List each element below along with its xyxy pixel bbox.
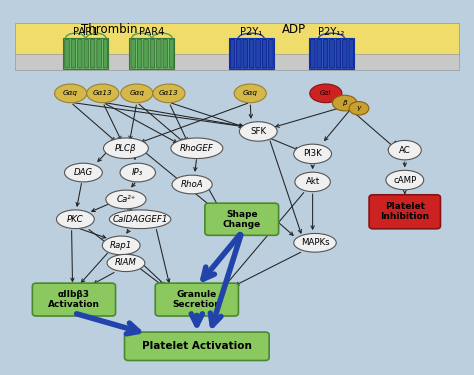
Ellipse shape bbox=[386, 170, 424, 190]
FancyBboxPatch shape bbox=[150, 39, 155, 68]
Text: ADP: ADP bbox=[282, 22, 306, 36]
Text: γ: γ bbox=[357, 105, 361, 111]
FancyBboxPatch shape bbox=[163, 39, 167, 68]
Text: Platelet
Inhibition: Platelet Inhibition bbox=[380, 202, 429, 222]
FancyBboxPatch shape bbox=[323, 39, 328, 68]
Text: Thrombin: Thrombin bbox=[81, 22, 137, 36]
Text: PAR4: PAR4 bbox=[139, 27, 164, 36]
Text: Gαq: Gαq bbox=[63, 90, 78, 96]
FancyBboxPatch shape bbox=[91, 39, 95, 68]
FancyBboxPatch shape bbox=[32, 283, 116, 316]
FancyBboxPatch shape bbox=[349, 39, 354, 68]
FancyBboxPatch shape bbox=[97, 39, 101, 68]
Text: AC: AC bbox=[399, 146, 410, 154]
FancyBboxPatch shape bbox=[64, 38, 108, 69]
FancyBboxPatch shape bbox=[131, 39, 136, 68]
Text: RhoGEF: RhoGEF bbox=[180, 144, 214, 153]
Ellipse shape bbox=[56, 210, 94, 229]
Text: RhoA: RhoA bbox=[181, 180, 203, 189]
FancyBboxPatch shape bbox=[310, 39, 315, 68]
FancyBboxPatch shape bbox=[249, 39, 254, 68]
Ellipse shape bbox=[172, 175, 212, 194]
FancyBboxPatch shape bbox=[137, 39, 142, 68]
FancyBboxPatch shape bbox=[243, 39, 247, 68]
Ellipse shape bbox=[349, 102, 369, 115]
FancyBboxPatch shape bbox=[15, 54, 459, 70]
Ellipse shape bbox=[388, 140, 421, 160]
Ellipse shape bbox=[87, 84, 119, 103]
Text: DAG: DAG bbox=[74, 168, 93, 177]
FancyBboxPatch shape bbox=[230, 39, 235, 68]
FancyBboxPatch shape bbox=[78, 39, 82, 68]
Ellipse shape bbox=[64, 163, 102, 182]
Text: P2Y₁₂: P2Y₁₂ bbox=[319, 27, 345, 36]
Ellipse shape bbox=[294, 144, 331, 164]
Text: Gα13: Gα13 bbox=[93, 90, 113, 96]
Ellipse shape bbox=[107, 254, 145, 272]
Text: IP₃: IP₃ bbox=[132, 168, 143, 177]
Text: Gαq: Gαq bbox=[129, 90, 144, 96]
Text: Akt: Akt bbox=[305, 177, 320, 186]
Ellipse shape bbox=[239, 122, 277, 141]
FancyBboxPatch shape bbox=[155, 283, 238, 316]
Ellipse shape bbox=[294, 234, 336, 252]
Ellipse shape bbox=[120, 163, 155, 182]
Text: cAMP: cAMP bbox=[393, 176, 416, 184]
FancyBboxPatch shape bbox=[129, 38, 174, 69]
Ellipse shape bbox=[171, 138, 223, 159]
FancyBboxPatch shape bbox=[237, 39, 241, 68]
Text: PAR1: PAR1 bbox=[73, 27, 99, 36]
FancyBboxPatch shape bbox=[156, 39, 161, 68]
Ellipse shape bbox=[310, 84, 342, 103]
FancyBboxPatch shape bbox=[65, 39, 69, 68]
FancyBboxPatch shape bbox=[144, 39, 148, 68]
FancyBboxPatch shape bbox=[343, 39, 347, 68]
FancyBboxPatch shape bbox=[15, 23, 459, 55]
FancyBboxPatch shape bbox=[336, 39, 341, 68]
Text: Shape
Change: Shape Change bbox=[223, 210, 261, 229]
FancyBboxPatch shape bbox=[369, 195, 440, 229]
Text: αIIbβ3
Activation: αIIbβ3 Activation bbox=[48, 290, 100, 309]
Text: Gα13: Gα13 bbox=[159, 90, 179, 96]
FancyBboxPatch shape bbox=[169, 39, 174, 68]
FancyBboxPatch shape bbox=[229, 38, 273, 69]
FancyBboxPatch shape bbox=[309, 38, 354, 69]
FancyBboxPatch shape bbox=[330, 39, 334, 68]
FancyBboxPatch shape bbox=[84, 39, 89, 68]
Text: CalDAGGEF1: CalDAGGEF1 bbox=[112, 215, 168, 224]
Ellipse shape bbox=[332, 95, 357, 111]
Text: PLCβ: PLCβ bbox=[115, 144, 137, 153]
FancyBboxPatch shape bbox=[205, 203, 279, 236]
Ellipse shape bbox=[103, 138, 148, 159]
FancyBboxPatch shape bbox=[71, 39, 76, 68]
Ellipse shape bbox=[121, 84, 153, 103]
Text: Gαi: Gαi bbox=[320, 90, 331, 96]
Text: SFK: SFK bbox=[250, 127, 266, 136]
Text: Ca²⁺: Ca²⁺ bbox=[116, 195, 136, 204]
Ellipse shape bbox=[153, 84, 185, 103]
Ellipse shape bbox=[295, 172, 330, 192]
Text: P2Y₁: P2Y₁ bbox=[240, 27, 263, 36]
FancyBboxPatch shape bbox=[256, 39, 260, 68]
Text: PKC: PKC bbox=[67, 215, 84, 224]
Text: Granule
Secretion: Granule Secretion bbox=[173, 290, 221, 309]
Ellipse shape bbox=[102, 236, 140, 255]
Text: Platelet Activation: Platelet Activation bbox=[142, 341, 252, 351]
Ellipse shape bbox=[106, 190, 146, 209]
Text: Gαq: Gαq bbox=[243, 90, 258, 96]
FancyBboxPatch shape bbox=[262, 39, 267, 68]
FancyBboxPatch shape bbox=[317, 39, 321, 68]
Ellipse shape bbox=[55, 84, 87, 103]
Text: MAPKs: MAPKs bbox=[301, 238, 329, 247]
Text: PI3K: PI3K bbox=[303, 149, 322, 158]
FancyBboxPatch shape bbox=[125, 332, 269, 360]
FancyBboxPatch shape bbox=[103, 39, 108, 68]
Ellipse shape bbox=[234, 84, 266, 103]
Ellipse shape bbox=[109, 210, 171, 229]
Text: RIAM: RIAM bbox=[115, 258, 137, 267]
Text: Rap1: Rap1 bbox=[110, 241, 132, 250]
Text: β: β bbox=[342, 100, 347, 106]
FancyBboxPatch shape bbox=[269, 39, 273, 68]
